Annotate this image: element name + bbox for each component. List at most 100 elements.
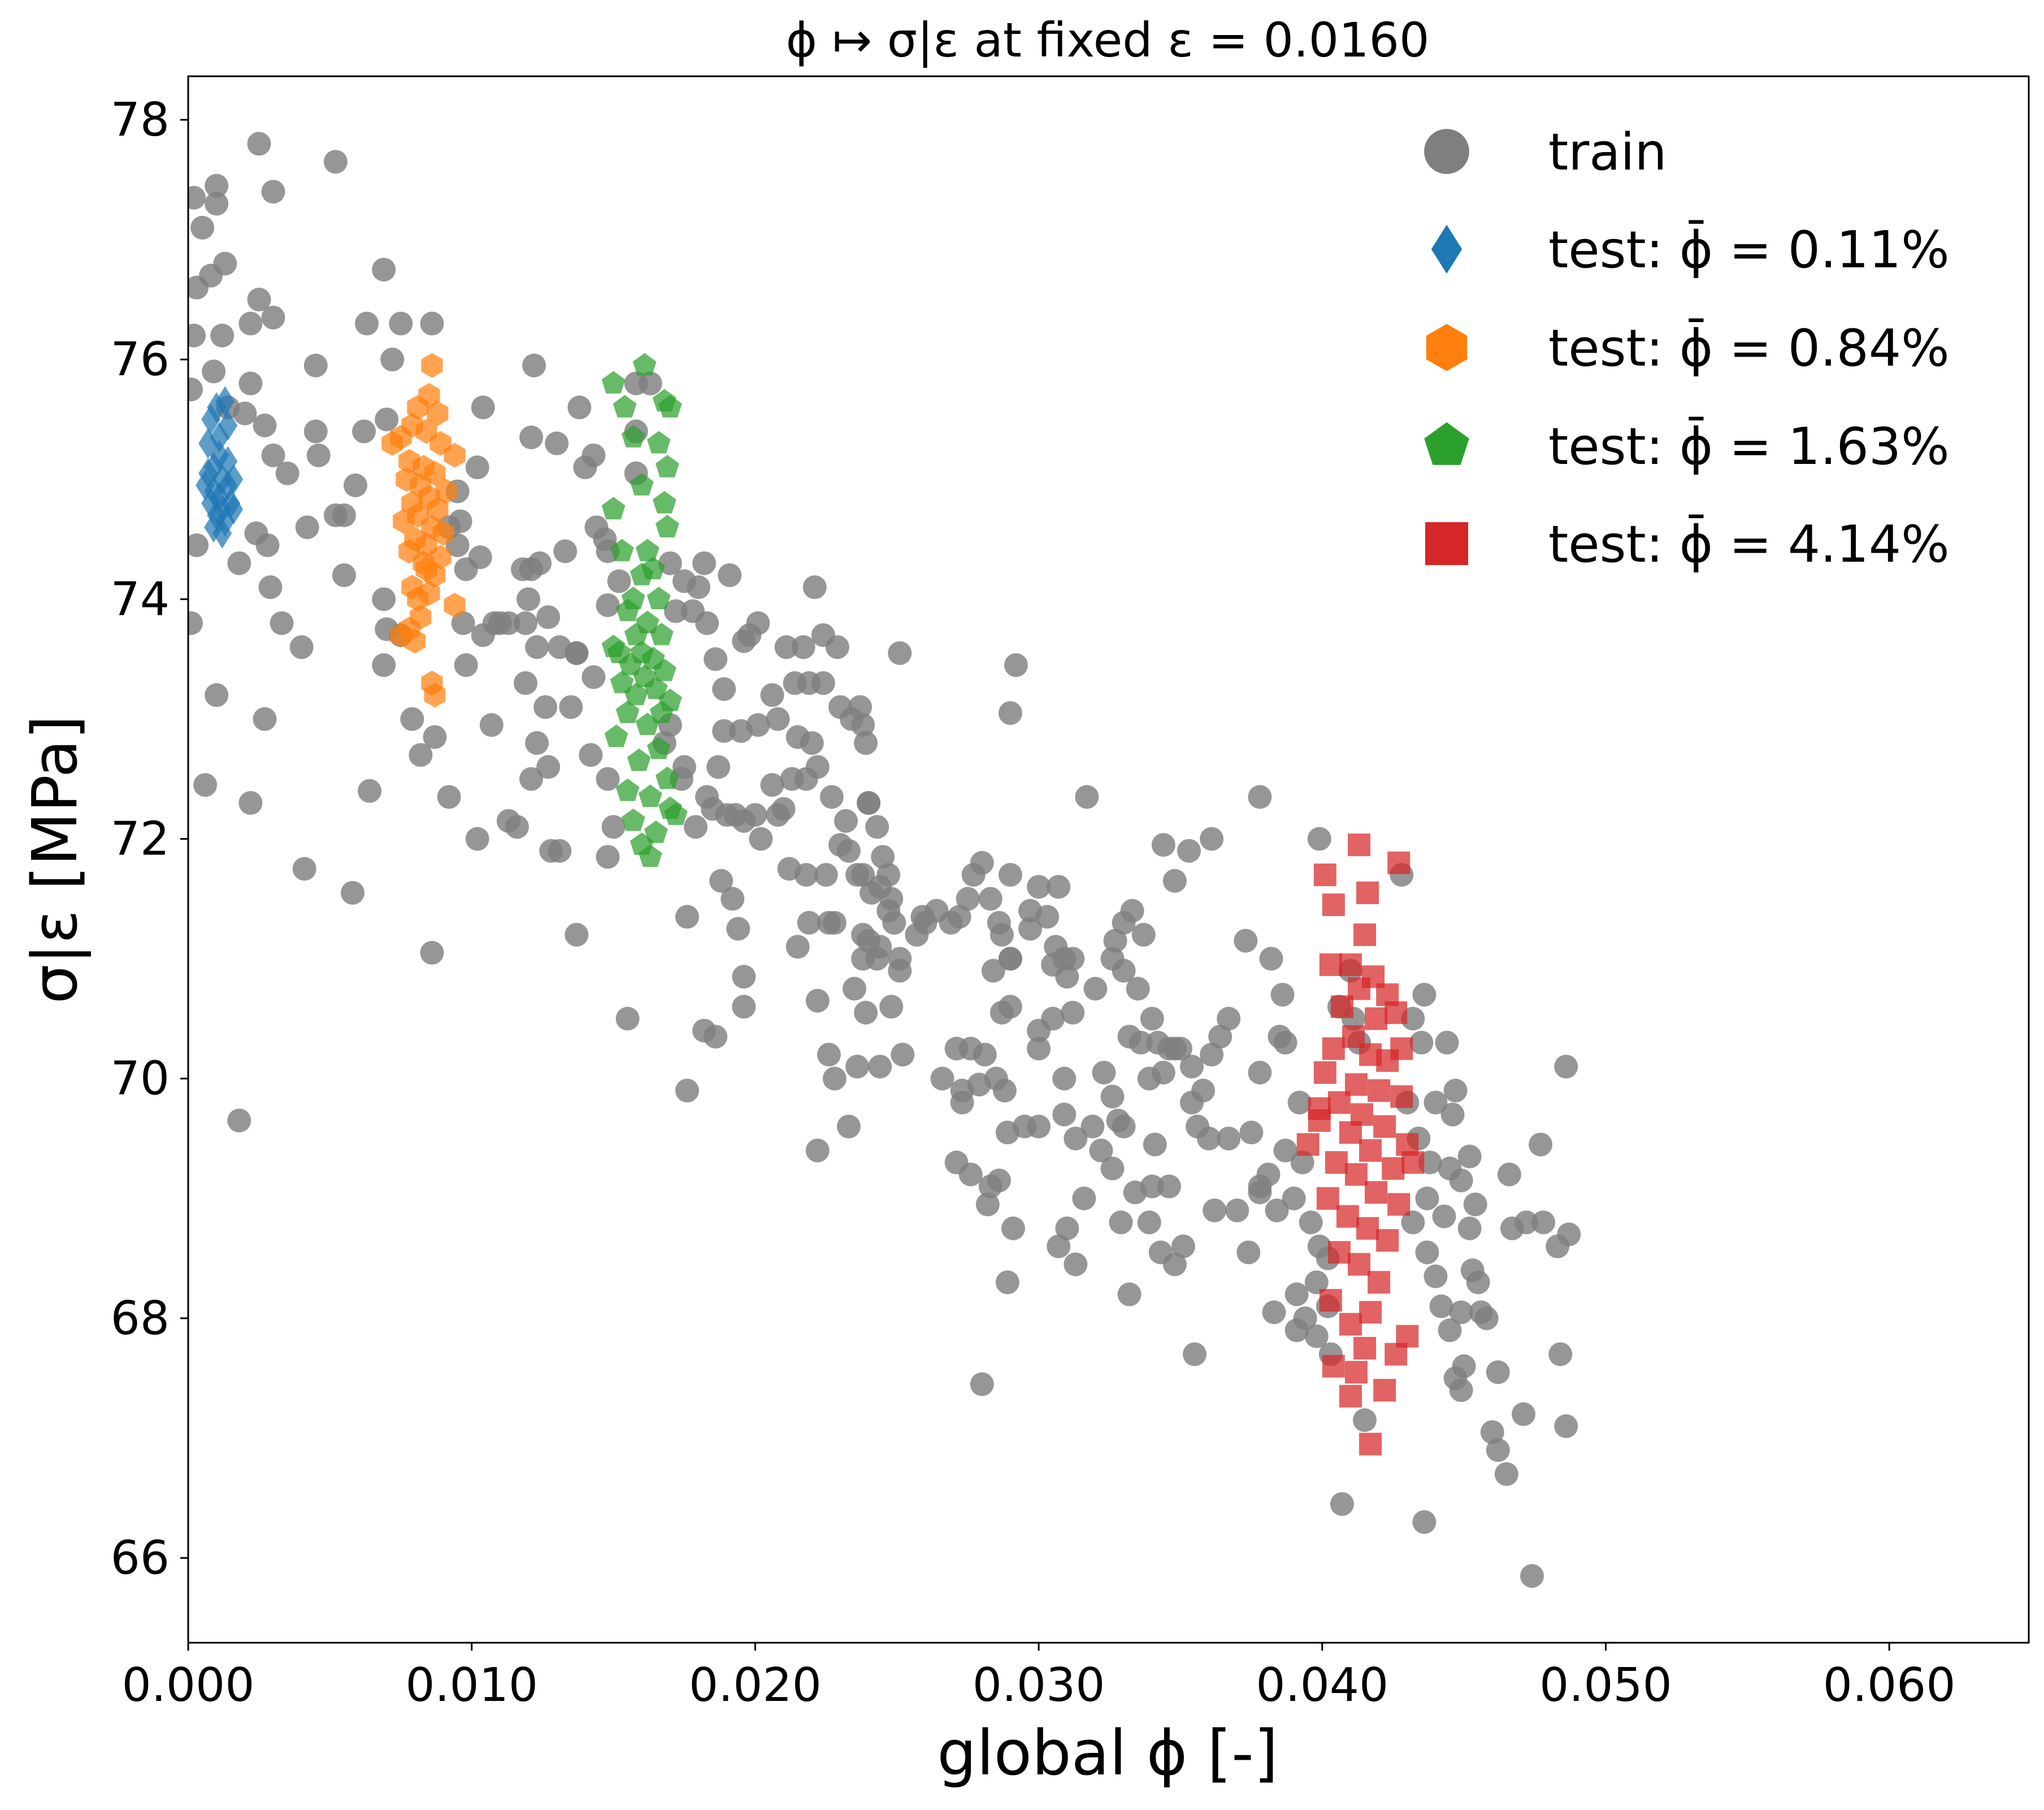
data-point [1137, 1210, 1161, 1235]
data-point [649, 623, 674, 645]
data-point [205, 173, 229, 198]
x-tick-label: 0.060 [1823, 1659, 1956, 1712]
data-point [198, 458, 218, 489]
data-point [704, 1025, 728, 1049]
data-point [1435, 1031, 1459, 1055]
data-point [1412, 983, 1437, 1007]
data-point [565, 923, 589, 947]
data-point [1162, 1036, 1187, 1061]
data-point [615, 778, 640, 801]
data-point [238, 371, 263, 396]
data-point [1047, 875, 1071, 899]
data-point [306, 443, 331, 467]
data-point [1486, 1438, 1510, 1462]
data-point [655, 766, 679, 789]
data-point [389, 311, 413, 336]
data-point [210, 440, 229, 471]
data-point [1112, 958, 1136, 983]
data-point [1387, 1193, 1411, 1216]
data-point [400, 707, 424, 731]
data-point [581, 665, 606, 689]
data-point [224, 494, 244, 525]
data-point [970, 850, 994, 875]
data-point [638, 844, 662, 867]
data-point [465, 827, 489, 851]
data-point [672, 755, 696, 779]
data-point [1365, 1007, 1388, 1030]
data-point [1126, 976, 1150, 1001]
data-point [1148, 1240, 1173, 1265]
data-point [1109, 1210, 1133, 1235]
data-point [709, 869, 734, 893]
x-tick-label: 0.000 [122, 1659, 255, 1712]
data-point [732, 965, 756, 989]
data-point [1129, 1031, 1153, 1055]
data-point [621, 808, 645, 831]
data-point [1325, 1151, 1348, 1174]
legend-label: test: ϕ̄ = 4.14% [1548, 514, 1950, 574]
data-point [1382, 1157, 1405, 1180]
data-point [1390, 1085, 1413, 1108]
data-point [1365, 1181, 1388, 1204]
data-point [205, 192, 229, 216]
legend-marker [1424, 422, 1469, 465]
data-point [610, 539, 634, 562]
data-point [421, 353, 443, 378]
data-point [981, 958, 1005, 983]
legend-label: test: ϕ̄ = 0.84% [1548, 318, 1950, 378]
data-point [188, 611, 203, 635]
data-point [581, 443, 606, 467]
data-point [340, 880, 364, 905]
data-point [1162, 869, 1187, 893]
data-point [1316, 1187, 1339, 1210]
data-point [528, 551, 552, 575]
data-point [1208, 1025, 1233, 1049]
data-point [819, 785, 844, 809]
data-point [423, 725, 447, 749]
data-point [1100, 1084, 1125, 1109]
data-point [1248, 1061, 1272, 1085]
data-point [1353, 1336, 1377, 1360]
data-point [1217, 1006, 1241, 1031]
data-point [471, 623, 495, 647]
data-point [1197, 1126, 1221, 1151]
data-point [857, 791, 881, 815]
data-point [227, 551, 251, 575]
data-point [435, 479, 457, 504]
data-point [332, 563, 356, 587]
data-point [1061, 947, 1085, 971]
data-point [766, 707, 790, 731]
data-point [1474, 1306, 1499, 1330]
data-point [1429, 1294, 1453, 1318]
data-point [1359, 1433, 1382, 1456]
data-point [323, 150, 348, 174]
data-point [1466, 1270, 1490, 1295]
data-point [998, 863, 1022, 887]
data-point [188, 323, 206, 348]
x-axis-label: global ϕ [-] [937, 1717, 1278, 1789]
data-point [1270, 983, 1295, 1007]
data-point [381, 431, 403, 456]
data-point [743, 803, 767, 827]
data-point [1035, 905, 1060, 929]
data-point [596, 593, 620, 617]
data-point [1131, 923, 1156, 947]
data-point [995, 1121, 1019, 1145]
data-point [188, 377, 203, 402]
data-point [1339, 1384, 1362, 1408]
legend-marker [1424, 129, 1469, 174]
data-point [1554, 1054, 1578, 1079]
data-point [519, 426, 544, 450]
data-point [1239, 1121, 1264, 1145]
data-point [658, 395, 682, 418]
data-point [992, 1078, 1017, 1103]
data-point [1259, 947, 1283, 971]
data-point [553, 539, 578, 563]
data-point [1457, 1144, 1482, 1169]
legend-label: test: ϕ̄ = 0.11% [1548, 220, 1950, 280]
x-tick-label: 0.020 [689, 1659, 822, 1712]
data-point [607, 569, 631, 593]
data-point [1287, 1091, 1312, 1115]
data-point [1018, 917, 1043, 941]
